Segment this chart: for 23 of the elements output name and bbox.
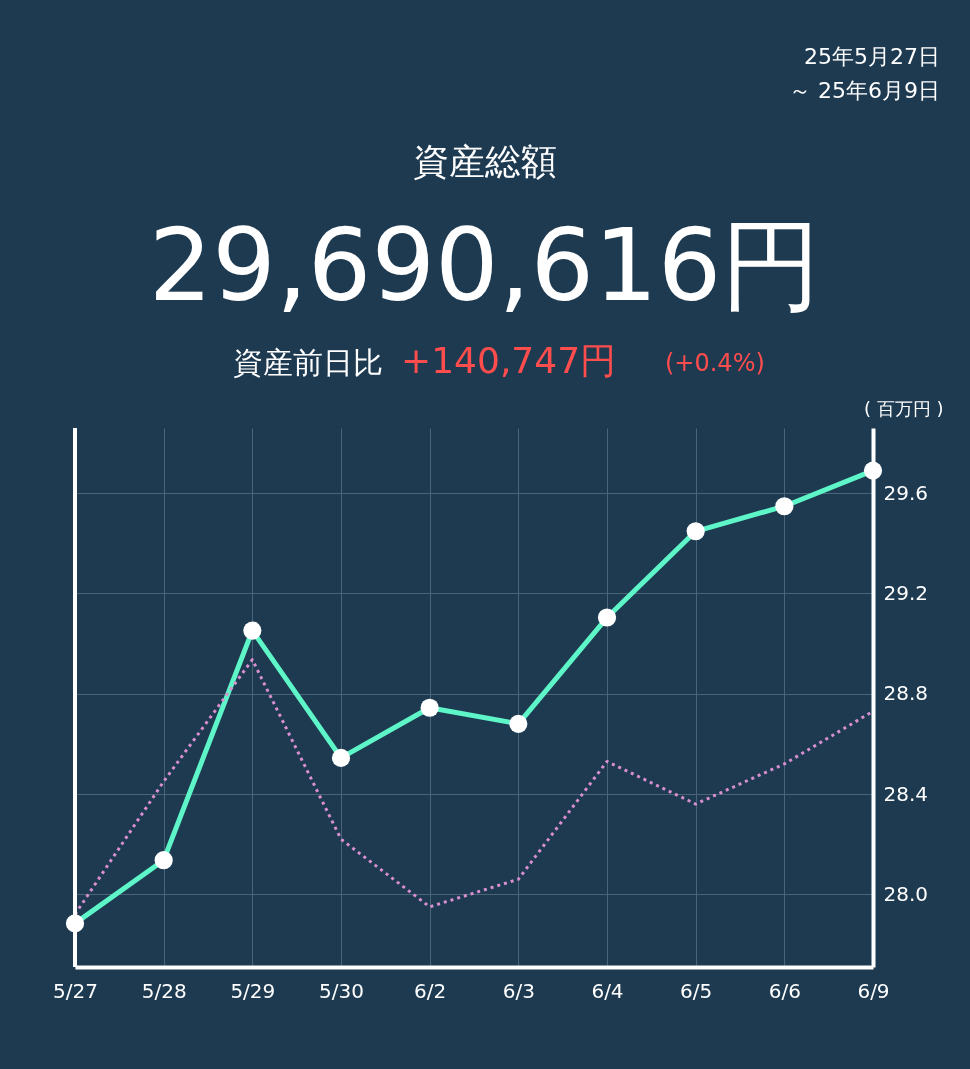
x-tick-label: 6/2 xyxy=(414,978,447,1003)
chart-subtitle: 29,690,616円 xyxy=(148,207,822,324)
x-tick-label: 5/30 xyxy=(319,978,364,1003)
x-tick-label: 6/4 xyxy=(591,978,624,1003)
x-tick-label: 5/29 xyxy=(230,978,276,1003)
text: 資産前日比 xyxy=(233,345,383,380)
y-tick-label: 28.4 xyxy=(883,781,929,806)
x-tick-label: 6/6 xyxy=(768,978,801,1003)
chart-title: 資産総額 xyxy=(413,141,557,182)
x-tick-label: 5/27 xyxy=(53,978,98,1003)
y-tick-label: 29.6 xyxy=(883,480,929,505)
y-tick-label: 28.0 xyxy=(883,881,929,906)
x-tick-label: 5/28 xyxy=(141,978,187,1003)
y-tick-label: 29.2 xyxy=(883,580,929,605)
y-axis-title: ( 百万円 ) xyxy=(864,397,944,419)
x-tick-label: 6/5 xyxy=(680,978,713,1003)
x-tick-label: 6/3 xyxy=(502,978,535,1003)
text: (+0.4%) xyxy=(665,349,765,377)
x-tick-label: 6/9 xyxy=(857,978,890,1003)
y-tick-label: 28.8 xyxy=(883,681,929,706)
text: ～ 25年6月9日 xyxy=(789,78,940,103)
text: +140,747円 xyxy=(401,340,617,381)
text: 25年5月27日 xyxy=(804,44,940,69)
